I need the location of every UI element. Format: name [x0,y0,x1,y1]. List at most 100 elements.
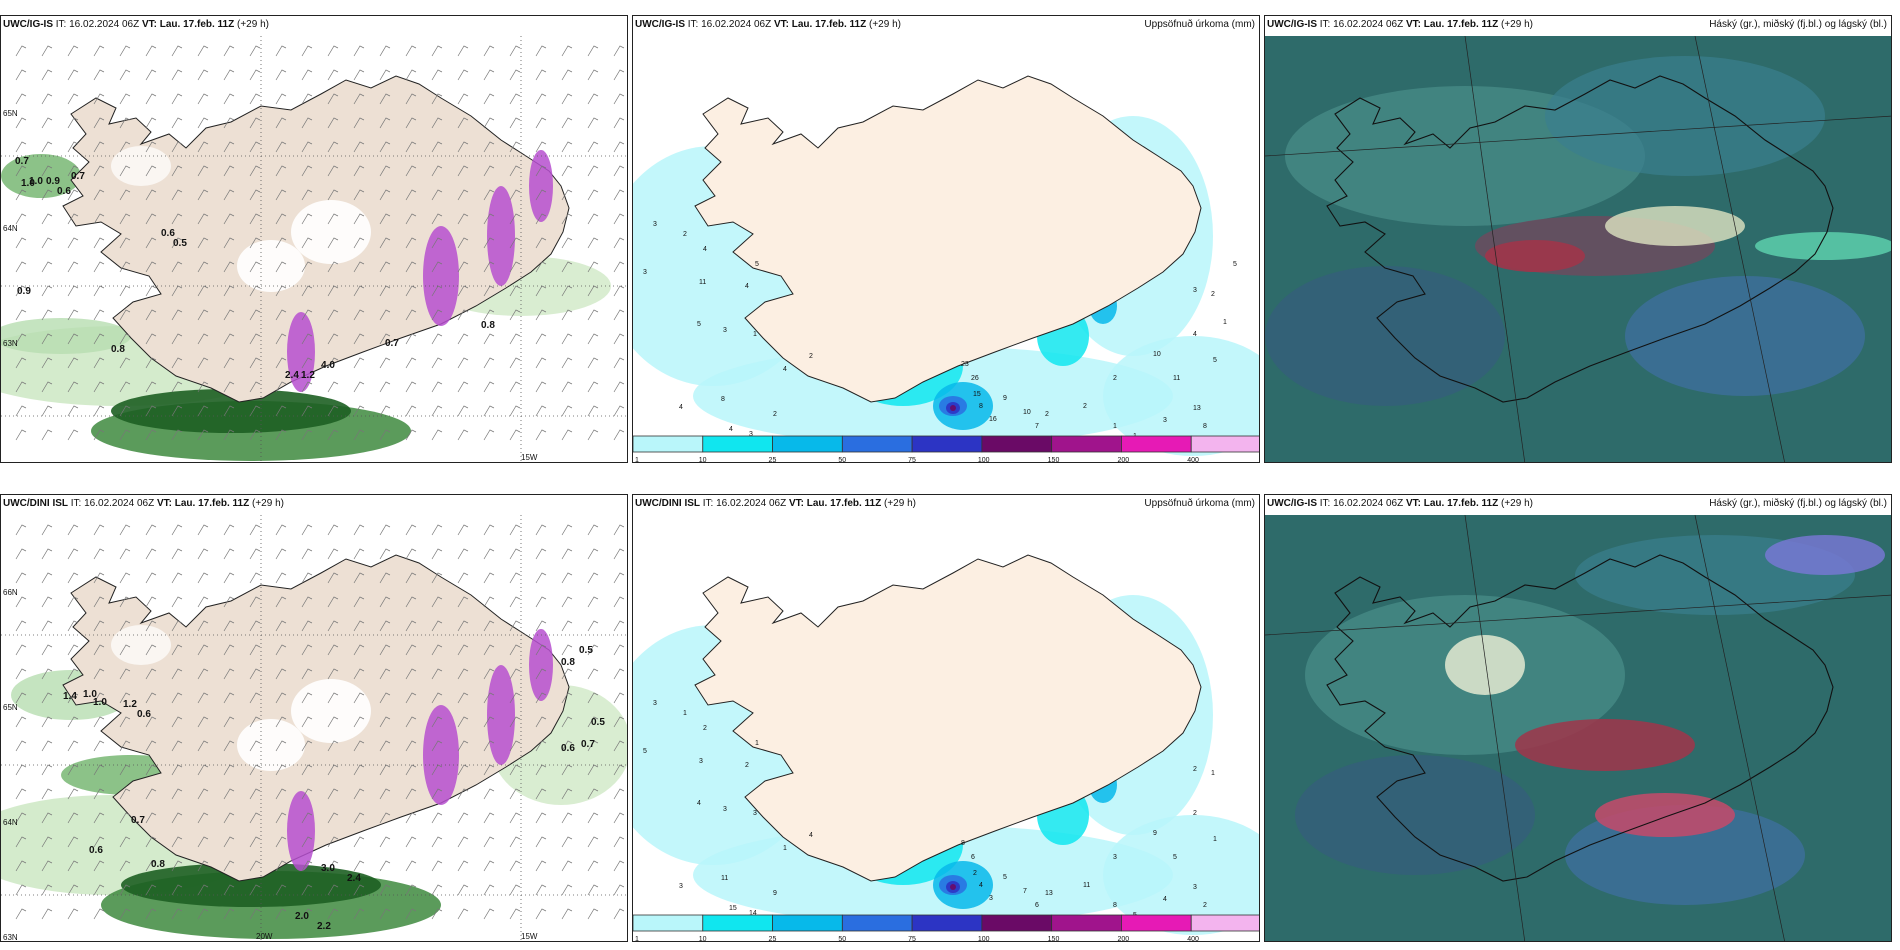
wind-barb [561,141,573,153]
wind-barb [353,333,365,345]
wind-barb [353,381,365,393]
wind-barb [145,309,157,321]
wind-barb [93,141,105,153]
latitude-label: 65N [3,109,18,118]
heavy-snow-band [287,312,315,392]
precip-max [950,884,956,890]
wind-barb [457,668,469,680]
wind-barb [119,429,131,441]
precip-value: 3 [699,758,703,765]
wind-barb [93,237,105,249]
panel-header: UWC/DINI ISL IT: 16.02.2024 06Z VT: Lau.… [3,498,284,509]
wind-barb [535,405,547,417]
wind-barb [431,524,443,536]
wind-barb [223,189,235,201]
wind-barb [223,357,235,369]
wind-barb [249,620,261,632]
wind-barb [249,45,261,57]
wind-barb [405,261,417,273]
wind-barb [223,237,235,249]
wind-barb [405,189,417,201]
wind-barb [587,237,599,249]
wind-barb [483,908,495,920]
panel-header: UWC/IG-IS IT: 16.02.2024 06Z VT: Lau. 17… [3,19,269,30]
wind-barb [509,45,521,57]
wind-barb [249,524,261,536]
wind-barb [379,69,391,81]
wind-barb [483,357,495,369]
wind-barb [457,716,469,728]
precip-area [1103,815,1259,935]
wind-barb [119,668,131,680]
wind-barb [145,141,157,153]
wind-barb [587,357,599,369]
wind-barb [67,740,79,752]
wind-barb [405,668,417,680]
wind-barb [483,644,495,656]
wind-barb [275,189,287,201]
wind-barb [561,740,573,752]
wind-barb [93,93,105,105]
panel-header: UWC/IG-IS IT: 16.02.2024 06Z VT: Lau. 17… [635,19,1255,30]
wind-barb [197,45,209,57]
wind-barb [15,620,27,632]
snow-value: 0.9 [17,286,31,297]
wind-barb [613,596,625,608]
panel-subtitle: Uppsöfnuð úrkoma (mm) [1144,19,1255,30]
precip-value: 9 [1003,395,1007,402]
wind-barb [457,189,469,201]
wind-barb [275,93,287,105]
wind-barb [197,860,209,872]
wind-barb [275,237,287,249]
wind-barb [67,524,79,536]
wind-barb [223,740,235,752]
wind-barb [15,764,27,776]
precip-value: 2 [1113,375,1117,382]
wind-barb [613,668,625,680]
wind-barb [171,524,183,536]
wind-barb [587,261,599,273]
wind-barb [509,381,521,393]
map-panel-dini-cloud: UWC/IG-IS IT: 16.02.2024 06Z VT: Lau. 17… [1264,494,1892,942]
precip-value: 5 [697,321,701,328]
wind-barb [431,69,443,81]
wind-barb [301,860,313,872]
wind-barb [327,117,339,129]
precip-value: 1 [1211,770,1215,777]
wind-barb [509,357,521,369]
wind-barb [535,524,547,536]
wind-barb [15,261,27,273]
wind-barb [561,261,573,273]
wind-barb [327,261,339,273]
snow-area [237,719,305,771]
wind-barb [587,117,599,129]
wind-barb [327,189,339,201]
wind-barb [483,596,495,608]
wind-barb [145,812,157,824]
wind-barb [561,524,573,536]
wind-barb [509,692,521,704]
wind-barb [197,93,209,105]
latitude-label: 63N [3,339,18,348]
wind-barb [405,309,417,321]
wind-barb [197,620,209,632]
wind-barb [145,716,157,728]
wind-barb [353,357,365,369]
wind-barb [301,45,313,57]
wind-barb [483,213,495,225]
wind-barb [41,285,53,297]
wind-barb [353,812,365,824]
map-svg: 0.71.0 0.9 0.70.60.60.50.90.80.70.81.02.44… [1,36,627,462]
precip-value: 5 [643,748,647,755]
wind-barb [301,405,313,417]
wind-barb [301,189,313,201]
wind-barb [41,165,53,177]
wind-barb [171,165,183,177]
wind-barb [509,572,521,584]
wind-barb [483,788,495,800]
map-area: 3125312433431111514986243576213118543953… [633,515,1259,941]
wind-barb [145,860,157,872]
wind-barb [41,836,53,848]
precip-value: 8 [1113,902,1117,909]
wind-barb [431,620,443,632]
